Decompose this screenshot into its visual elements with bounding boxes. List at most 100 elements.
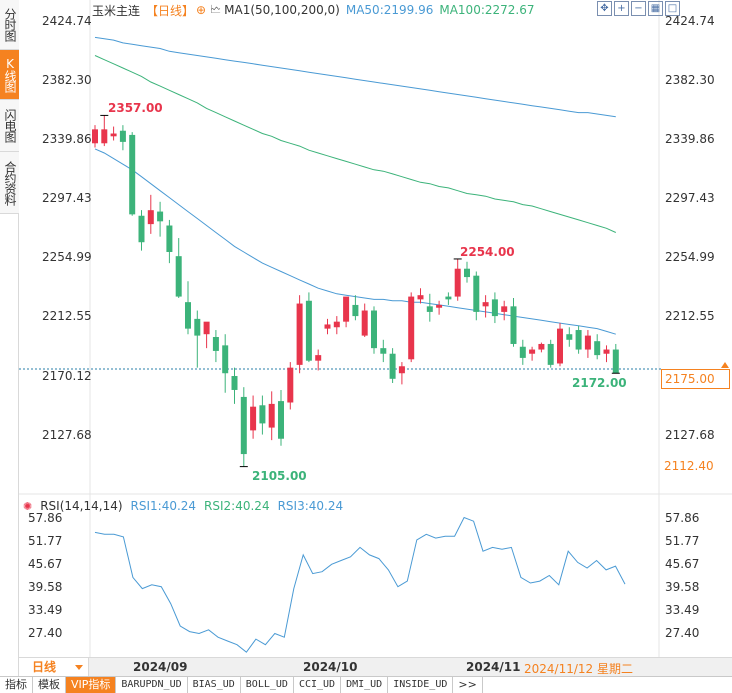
candle-body — [231, 376, 238, 390]
add-indicator-icon[interactable]: ⊕ — [196, 3, 207, 17]
tab-flash-chart[interactable]: 闪电图 — [0, 100, 19, 152]
chart-mini-icon: 🗠 — [210, 2, 222, 16]
low-annotation: 2172.00 — [572, 376, 627, 390]
candle-body — [110, 133, 117, 137]
rsi-tick: 45.67 — [28, 557, 63, 571]
rsi-tick: 33.49 — [665, 603, 700, 617]
period-label: 【日线】 — [146, 3, 195, 18]
candle-body — [296, 303, 303, 365]
rsi-tick: 33.49 — [28, 603, 63, 617]
candle-body — [278, 401, 284, 439]
candle-body — [473, 275, 480, 312]
tab-boll[interactable]: BOLL_UD — [241, 677, 294, 693]
rsi-tick: 51.77 — [665, 534, 700, 548]
contract-name: 玉米主连 — [92, 3, 141, 18]
tab-cci[interactable]: CCI_UD — [294, 677, 342, 693]
lowest-visible-price: 2112.40 — [664, 459, 714, 473]
candle-body — [454, 268, 461, 297]
candle-body — [371, 310, 377, 349]
candle-body — [343, 296, 350, 322]
maximize-icon[interactable]: □ — [665, 1, 680, 16]
zoom-out-icon[interactable]: − — [631, 1, 646, 16]
high-annotation: 2357.00 — [108, 101, 163, 115]
low-annotation: 2105.00 — [252, 469, 307, 483]
ma200-line — [94, 36, 616, 118]
candle-body — [305, 300, 312, 361]
price-tick: 2297.43 — [665, 191, 715, 205]
candle-body — [510, 306, 517, 344]
candle-body — [259, 405, 266, 424]
price-tick: 2127.68 — [42, 428, 92, 442]
tab-templates[interactable]: 模板 — [33, 677, 66, 693]
candle-body — [240, 396, 247, 455]
candle-body — [361, 310, 368, 336]
tab-time-chart[interactable]: 分时图 — [0, 0, 19, 50]
candle-body — [157, 211, 164, 222]
candle-body — [547, 343, 554, 365]
settings-gear-icon[interactable]: ✺ — [23, 499, 33, 513]
candle-body — [212, 336, 219, 351]
tab-dmi[interactable]: DMI_UD — [341, 677, 389, 693]
rsi1-value: RSI1:40.24 — [130, 499, 197, 513]
move-icon[interactable]: ✥ — [597, 1, 612, 16]
candle-body — [603, 349, 610, 354]
candle-body — [147, 210, 154, 225]
tab-contract-info[interactable]: 合约资料 — [0, 152, 19, 214]
tab-bias[interactable]: BIAS_UD — [188, 677, 241, 693]
candle-body — [324, 324, 331, 329]
cursor-date: 2024/11/12 星期二 — [524, 662, 633, 676]
candle-body — [129, 134, 136, 215]
price-tick: 2424.74 — [665, 14, 715, 28]
rsi-tick: 27.40 — [665, 626, 700, 640]
candle-body — [566, 334, 573, 340]
candle-body — [166, 225, 173, 252]
date-bar: 日线 2024/09 2024/10 2024/11 2024/11/12 星期… — [19, 657, 732, 676]
price-tick: 2382.30 — [665, 73, 715, 87]
rsi2-value: RSI2:40.24 — [204, 499, 270, 513]
indicator-tabs: 指标 模板 VIP指标 BARUPDN_UD BIAS_UD BOLL_UD C… — [0, 676, 732, 693]
rsi-tick: 51.77 — [28, 534, 63, 548]
date-tick: 2024/10 — [303, 660, 358, 674]
candle-body — [101, 129, 108, 144]
candle-body — [501, 306, 508, 312]
ma50-value: MA50:2199.96 — [345, 3, 434, 17]
price-tick: 2127.68 — [665, 428, 715, 442]
ma100-value: MA100:2272.67 — [439, 3, 535, 17]
period-select-button[interactable]: 日线 — [19, 658, 89, 676]
candle-body — [408, 296, 415, 360]
price-tick: 2170.12 — [42, 369, 92, 383]
last-price-marker-icon — [721, 362, 729, 368]
price-tick: 2212.55 — [665, 309, 715, 323]
rsi-tick: 39.58 — [28, 580, 63, 594]
rsi-line — [94, 516, 626, 653]
candle-body — [491, 299, 498, 317]
price-tick: 2339.86 — [42, 132, 92, 146]
candle-body — [185, 302, 191, 329]
candle-body — [464, 268, 470, 278]
candle-body — [612, 349, 619, 374]
tab-inside[interactable]: INSIDE_UD — [388, 677, 454, 693]
candle-body — [119, 130, 126, 142]
grid-icon[interactable]: ▦ — [648, 1, 663, 16]
price-tick: 2254.99 — [42, 250, 92, 264]
candle-body — [389, 353, 396, 379]
price-tick: 2424.74 — [42, 14, 92, 28]
candle-body — [175, 256, 182, 297]
tab-vip-indicators[interactable]: VIP指标 — [66, 677, 117, 693]
more-tabs-button[interactable]: >> — [453, 677, 483, 693]
candle-body — [194, 318, 201, 336]
candle-body — [538, 343, 545, 350]
ma100-line — [94, 55, 617, 233]
price-tick: 2297.43 — [42, 191, 92, 205]
candle-body — [398, 366, 405, 374]
tab-k-line[interactable]: K线图 — [0, 50, 19, 100]
candle-body — [287, 367, 294, 403]
zoom-in-icon[interactable]: + — [614, 1, 629, 16]
tab-indicators[interactable]: 指标 — [0, 677, 33, 693]
candle-body — [268, 403, 275, 428]
candle-body — [594, 341, 601, 356]
price-tick: 2382.30 — [42, 73, 92, 87]
tab-barupdn[interactable]: BARUPDN_UD — [116, 677, 188, 693]
candle-body — [333, 321, 340, 328]
